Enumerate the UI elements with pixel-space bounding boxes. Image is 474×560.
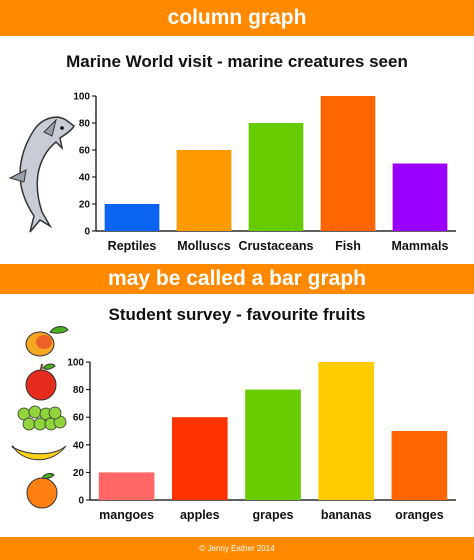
chart1-bar-mammals [392,163,448,231]
chart2-title: Student survey - favourite fruits [108,305,366,324]
copyright-footer: © Jenny Eather 2014 [0,537,474,560]
chart2-bar-grapes [245,389,301,500]
banana-icon [11,445,67,461]
chart2-y-tick-label: 0 [78,496,84,507]
chart1-title: Marine World visit - marine creatures se… [66,52,408,71]
chart2-bar-apples [171,417,228,500]
chart2-category-label: oranges [395,508,444,522]
chart2-y-tick-label: 60 [73,413,85,424]
bar-graph-banner: may be called a bar graph [0,264,474,294]
chart1-y-tick-label: 80 [79,119,91,130]
chart2-y-tick-label: 100 [67,358,84,369]
chart1-category-label: Reptiles [108,239,157,253]
chart1-category-label: Fish [335,239,361,253]
chart2-y-tick-label: 40 [73,440,85,451]
orange-icon [26,472,58,509]
grapes-icon [17,405,67,431]
marine-creatures-chart: 0 20 40 60 80 100 Reptiles Molluscs Crustaceans F… [73,92,456,253]
chart2-category-label: mangoes [99,508,154,522]
chart2-bar-bananas [318,362,375,500]
chart1-bar-fish [320,96,376,231]
favourite-fruits-chart: 0 20 40 60 80 100 mangoes apples grapes bananas or… [67,358,456,522]
chart2-bar-mangoes [98,472,155,500]
chart1-category-label: Mammals [392,239,449,253]
chart2-y-tick-label: 20 [73,468,85,479]
chart1-bar-reptiles [104,204,160,231]
mango-icon [25,326,69,357]
column-graph-banner: column graph [0,0,474,36]
chart2-category-label: grapes [253,508,294,522]
apple-icon [25,363,57,401]
dolphin-icon [8,116,75,233]
chart1-y-tick-label: 40 [79,173,91,184]
chart1-y-tick-label: 60 [79,146,91,157]
chart1-y-tick-label: 100 [73,92,90,103]
chart1-bar-crustaceans [248,123,304,231]
chart2-bar-oranges [391,431,448,500]
chart2-category-label: apples [180,508,220,522]
chart1-category-label: Crustaceans [238,239,313,253]
chart2-y-tick-label: 80 [73,385,85,396]
chart1-category-label: Molluscs [177,239,231,253]
chart1-y-tick-label: 0 [84,227,90,238]
chart2-category-label: bananas [321,508,372,522]
chart1-y-tick-label: 20 [79,200,91,211]
chart1-bar-molluscs [176,150,232,231]
